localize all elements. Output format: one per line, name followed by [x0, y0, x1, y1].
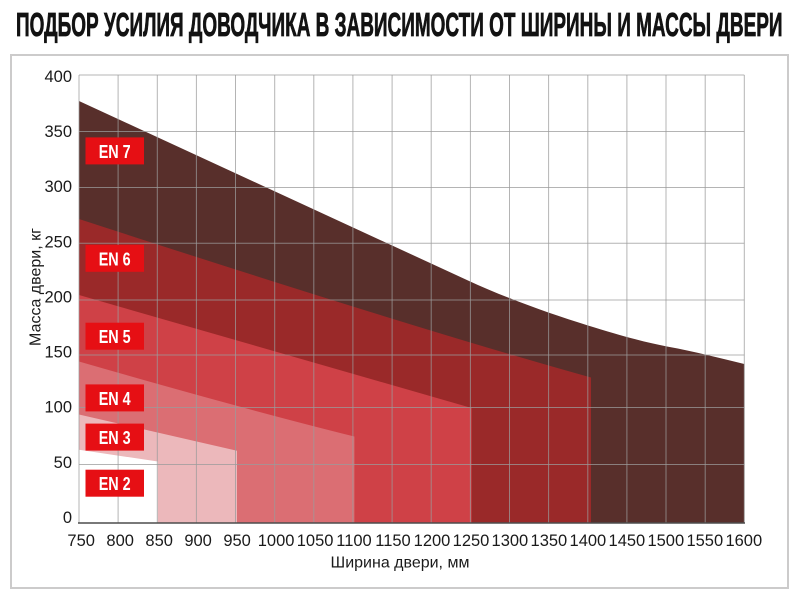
svg-text:1300: 1300 — [492, 532, 529, 550]
svg-text:1050: 1050 — [297, 532, 334, 550]
svg-text:EN 4: EN 4 — [99, 389, 131, 409]
svg-text:EN 2: EN 2 — [99, 474, 131, 494]
svg-text:1400: 1400 — [570, 532, 607, 550]
svg-text:950: 950 — [223, 532, 251, 550]
svg-text:1250: 1250 — [453, 532, 490, 550]
svg-text:350: 350 — [44, 123, 72, 141]
svg-text:1600: 1600 — [725, 532, 762, 550]
svg-text:EN 5: EN 5 — [99, 327, 131, 347]
svg-text:1200: 1200 — [414, 532, 451, 550]
svg-text:250: 250 — [44, 233, 72, 251]
svg-text:900: 900 — [184, 532, 212, 550]
svg-text:150: 150 — [44, 344, 72, 362]
svg-text:750: 750 — [67, 532, 95, 550]
svg-text:50: 50 — [54, 454, 72, 472]
svg-text:400: 400 — [44, 68, 72, 86]
svg-text:800: 800 — [106, 532, 134, 550]
svg-text:200: 200 — [44, 289, 72, 307]
svg-text:Ширина двери, мм: Ширина двери, мм — [331, 555, 470, 572]
svg-text:EN 7: EN 7 — [99, 142, 131, 162]
svg-text:EN 3: EN 3 — [99, 428, 131, 448]
svg-text:Масса двери, кг: Масса двери, кг — [28, 228, 45, 346]
svg-text:EN 6: EN 6 — [99, 249, 131, 269]
svg-text:1100: 1100 — [336, 532, 371, 550]
svg-text:1550: 1550 — [686, 532, 723, 550]
svg-text:100: 100 — [44, 399, 72, 417]
svg-text:1450: 1450 — [609, 532, 646, 550]
svg-text:1000: 1000 — [258, 532, 295, 550]
svg-text:0: 0 — [63, 509, 72, 527]
svg-text:850: 850 — [145, 532, 173, 550]
svg-text:1150: 1150 — [375, 532, 410, 550]
svg-text:300: 300 — [44, 178, 72, 196]
svg-text:1350: 1350 — [531, 532, 568, 550]
svg-text:1500: 1500 — [647, 532, 684, 550]
